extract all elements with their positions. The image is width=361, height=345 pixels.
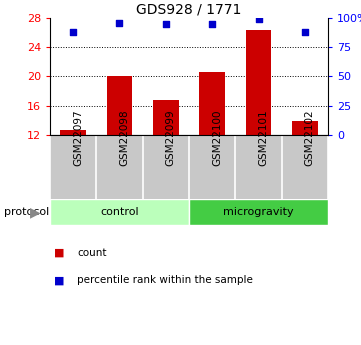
Point xyxy=(117,20,122,26)
Text: GSM22101: GSM22101 xyxy=(258,110,269,166)
Text: GSM22098: GSM22098 xyxy=(119,110,130,166)
Text: ■: ■ xyxy=(54,248,64,258)
Text: GSM22102: GSM22102 xyxy=(305,110,315,166)
Text: percentile rank within the sample: percentile rank within the sample xyxy=(77,275,253,285)
Text: GSM22097: GSM22097 xyxy=(73,110,83,166)
Point xyxy=(302,29,308,35)
Bar xyxy=(153,100,179,135)
Point xyxy=(163,21,169,27)
Text: count: count xyxy=(77,248,106,258)
Text: GSM22100: GSM22100 xyxy=(212,110,222,166)
Bar xyxy=(189,199,328,225)
Text: control: control xyxy=(100,207,139,217)
Text: GSM22099: GSM22099 xyxy=(166,110,176,166)
Bar xyxy=(107,76,132,135)
Text: microgravity: microgravity xyxy=(223,207,294,217)
Bar xyxy=(246,30,271,135)
Bar xyxy=(292,121,318,135)
Bar xyxy=(199,72,225,135)
Text: ▶: ▶ xyxy=(30,205,41,219)
Title: GDS928 / 1771: GDS928 / 1771 xyxy=(136,3,242,17)
Point xyxy=(209,21,215,27)
Point xyxy=(256,17,261,22)
Point xyxy=(70,29,76,35)
Bar xyxy=(60,130,86,135)
Bar xyxy=(50,199,189,225)
Text: ■: ■ xyxy=(54,275,64,285)
Text: protocol: protocol xyxy=(4,207,49,217)
